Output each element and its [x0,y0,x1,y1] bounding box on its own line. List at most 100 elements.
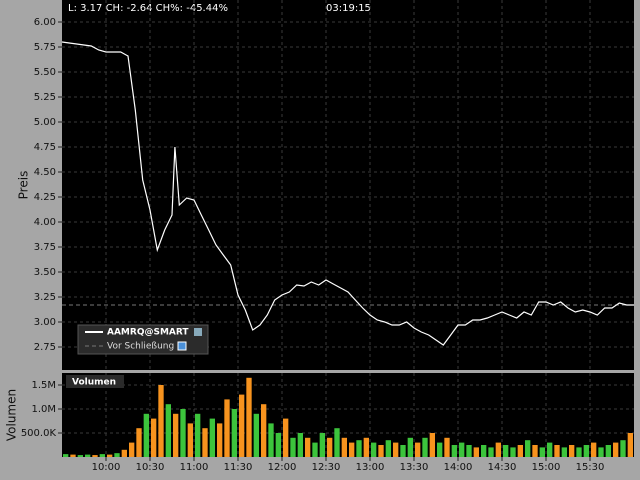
y-tick-label: 5.00 [34,117,56,128]
volume-bar [305,437,311,457]
legend: AAMRQ@SMART Vor Schließung [77,324,209,355]
volume-bar [312,442,318,457]
legend-entry: Vor Schließung [107,342,174,352]
volume-bar [283,418,289,457]
volume-bar [429,433,435,457]
volume-bar [129,442,135,457]
volume-bar [547,442,553,457]
volume-bar [70,454,76,457]
y-tick-label: 5.75 [34,42,56,53]
volume-bar [378,445,384,457]
volume-bar [165,404,171,457]
volume-bar [290,437,296,457]
price-line [61,41,634,346]
volume-bar [554,445,560,457]
x-tick-label: 15:30 [576,462,605,473]
volume-bar [525,440,531,457]
volume-bar [202,428,208,457]
volume-bar [451,445,457,457]
volume-bar [356,440,362,457]
volume-panel [62,373,634,457]
volume-title-box [66,375,124,388]
volume-bar [85,454,91,457]
volume-bar [121,449,127,457]
volume-bar [393,442,399,457]
volume-bar [63,454,69,457]
y-axis-label: Volumen [5,389,19,441]
y-tick-label: 4.00 [34,217,56,228]
volume-bar [488,447,494,457]
volume-bar [246,377,252,457]
x-tick-label: 15:00 [532,462,561,473]
y-tick-label: 5.50 [34,67,56,78]
volume-bar [341,437,347,457]
volume-title: Volumen [72,378,116,388]
price-panel [62,0,634,370]
volume-bar [569,445,575,457]
volume-bar [363,437,369,457]
y-tick-label: 4.50 [34,167,56,178]
status-text: L: 3.17 CH: -2.64 CH%: -45.44% [68,3,228,14]
y-tick-label: 6.00 [34,17,56,28]
y-tick-label: 4.25 [34,192,56,203]
volume-bar [217,423,223,457]
x-tick-label: 12:30 [312,462,341,473]
volume-bar [136,428,142,457]
x-tick-label: 14:30 [488,462,517,473]
volume-bar [539,447,545,457]
volume-bar [598,447,604,457]
volume-bar [561,447,567,457]
volume-bar [613,442,619,457]
y-tick-label: 4.75 [34,142,56,153]
volume-bar [444,437,450,457]
plot-layer: 2.75 3.00 3.25 3.50 3.75 4.00 4.25 4.50 4.75 5.00… [21,0,634,473]
volume-bar [459,442,465,457]
volume-bar [385,440,391,457]
volume-bar [297,433,303,457]
volume-bar [591,442,597,457]
volume-bar [107,454,113,457]
volume-bar [495,442,501,457]
x-tick-label: 11:30 [224,462,253,473]
volume-bar [400,445,406,457]
y-tick-label: 3.00 [34,317,56,328]
volume-bar [517,445,523,457]
x-tick-label: 10:30 [136,462,165,473]
volume-bar [334,428,340,457]
y-tick-label: 3.75 [34,242,56,253]
volume-bar [231,409,237,457]
volume-bar [114,453,120,457]
volume-bar [627,433,633,457]
volume-bar [187,423,193,457]
volume-bar [92,455,98,457]
y-axis-label: Preis [17,171,31,200]
volume-bar [151,418,157,457]
volume-bar [261,404,267,457]
y-tick-label: 3.25 [34,292,56,303]
volume-bar [180,409,186,457]
volume-bar [371,442,377,457]
x-tick-label: 11:00 [180,462,209,473]
volume-bar [143,413,149,457]
volume-bar [583,445,589,457]
volume-bar [239,394,245,457]
y-tick-label: 2.75 [34,342,56,353]
volume-bar [173,413,179,457]
volume-bar [466,445,472,457]
volume-bar [605,445,611,457]
legend-checkbox[interactable] [177,341,187,351]
volume-bar [503,445,509,457]
legend-icon[interactable] [194,328,202,336]
y-tick-label: 500.0K [21,428,57,439]
x-tick-label: 14:00 [444,462,473,473]
volume-bar [349,442,355,457]
x-tick-label: 12:00 [268,462,297,473]
volume-bar [195,413,201,457]
volume-bar [99,454,105,457]
volume-bar [77,455,83,457]
x-tick-label: 13:00 [356,462,385,473]
y-tick-label: 3.50 [34,267,56,278]
legend-entry: AAMRQ@SMART [107,328,189,338]
